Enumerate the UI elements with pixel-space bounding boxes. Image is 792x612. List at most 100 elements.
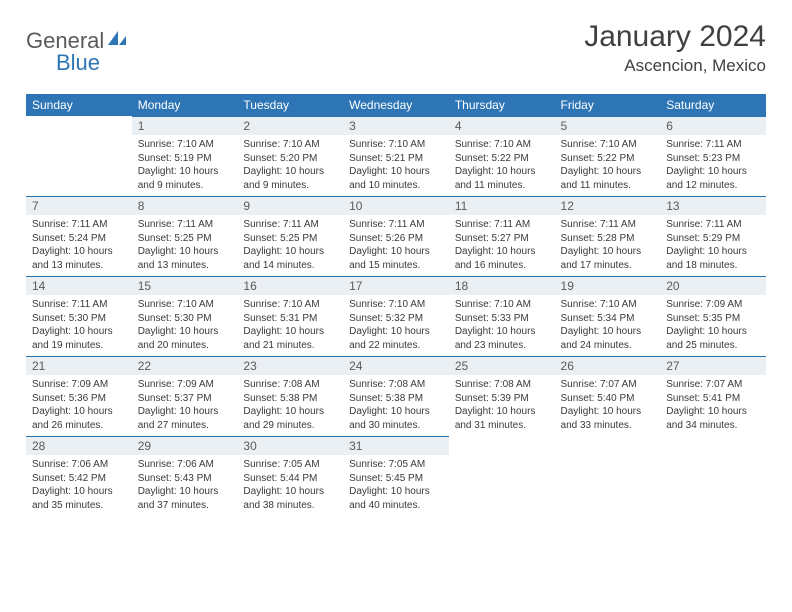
day-details: Sunrise: 7:11 AMSunset: 5:25 PMDaylight:… [132, 215, 238, 276]
sunrise-text: Sunrise: 7:09 AM [138, 378, 232, 392]
day-details: Sunrise: 7:10 AMSunset: 5:33 PMDaylight:… [449, 295, 555, 356]
sunset-text: Sunset: 5:38 PM [349, 392, 443, 406]
day-details: Sunrise: 7:11 AMSunset: 5:27 PMDaylight:… [449, 215, 555, 276]
sunrise-text: Sunrise: 7:10 AM [243, 298, 337, 312]
sunrise-text: Sunrise: 7:06 AM [138, 458, 232, 472]
day-number: 30 [237, 436, 343, 455]
daylight-text: Daylight: 10 hours and 9 minutes. [138, 165, 232, 192]
logo: General Blue [26, 28, 128, 76]
sunset-text: Sunset: 5:40 PM [561, 392, 655, 406]
calendar-cell [660, 436, 766, 516]
day-number: 3 [343, 116, 449, 135]
calendar-cell: 27Sunrise: 7:07 AMSunset: 5:41 PMDayligh… [660, 356, 766, 436]
sunrise-text: Sunrise: 7:11 AM [32, 298, 126, 312]
sunrise-text: Sunrise: 7:10 AM [561, 298, 655, 312]
calendar-body: 1Sunrise: 7:10 AMSunset: 5:19 PMDaylight… [26, 116, 766, 516]
calendar-cell: 14Sunrise: 7:11 AMSunset: 5:30 PMDayligh… [26, 276, 132, 356]
sunset-text: Sunset: 5:45 PM [349, 472, 443, 486]
calendar-table: SundayMondayTuesdayWednesdayThursdayFrid… [26, 94, 766, 516]
sunset-text: Sunset: 5:23 PM [666, 152, 760, 166]
daylight-text: Daylight: 10 hours and 20 minutes. [138, 325, 232, 352]
sunset-text: Sunset: 5:29 PM [666, 232, 760, 246]
day-details: Sunrise: 7:08 AMSunset: 5:38 PMDaylight:… [237, 375, 343, 436]
daylight-text: Daylight: 10 hours and 30 minutes. [349, 405, 443, 432]
sunset-text: Sunset: 5:35 PM [666, 312, 760, 326]
day-number: 7 [26, 196, 132, 215]
calendar-cell: 6Sunrise: 7:11 AMSunset: 5:23 PMDaylight… [660, 116, 766, 196]
calendar-cell: 3Sunrise: 7:10 AMSunset: 5:21 PMDaylight… [343, 116, 449, 196]
sunrise-text: Sunrise: 7:10 AM [138, 298, 232, 312]
daylight-text: Daylight: 10 hours and 21 minutes. [243, 325, 337, 352]
sunrise-text: Sunrise: 7:11 AM [138, 218, 232, 232]
calendar-cell: 28Sunrise: 7:06 AMSunset: 5:42 PMDayligh… [26, 436, 132, 516]
day-number: 9 [237, 196, 343, 215]
daylight-text: Daylight: 10 hours and 15 minutes. [349, 245, 443, 272]
sunset-text: Sunset: 5:33 PM [455, 312, 549, 326]
sunrise-text: Sunrise: 7:11 AM [32, 218, 126, 232]
sunset-text: Sunset: 5:31 PM [243, 312, 337, 326]
weekday-header: Saturday [660, 94, 766, 116]
day-number: 24 [343, 356, 449, 375]
day-details: Sunrise: 7:10 AMSunset: 5:20 PMDaylight:… [237, 135, 343, 196]
page-title: January 2024 [584, 20, 766, 54]
sunrise-text: Sunrise: 7:06 AM [32, 458, 126, 472]
daylight-text: Daylight: 10 hours and 33 minutes. [561, 405, 655, 432]
daylight-text: Daylight: 10 hours and 40 minutes. [349, 485, 443, 512]
daylight-text: Daylight: 10 hours and 17 minutes. [561, 245, 655, 272]
daylight-text: Daylight: 10 hours and 38 minutes. [243, 485, 337, 512]
sunset-text: Sunset: 5:26 PM [349, 232, 443, 246]
daylight-text: Daylight: 10 hours and 13 minutes. [32, 245, 126, 272]
daylight-text: Daylight: 10 hours and 11 minutes. [561, 165, 655, 192]
calendar-cell [555, 436, 661, 516]
sunset-text: Sunset: 5:36 PM [32, 392, 126, 406]
daylight-text: Daylight: 10 hours and 10 minutes. [349, 165, 443, 192]
day-details: Sunrise: 7:10 AMSunset: 5:31 PMDaylight:… [237, 295, 343, 356]
sunset-text: Sunset: 5:28 PM [561, 232, 655, 246]
calendar-cell: 9Sunrise: 7:11 AMSunset: 5:25 PMDaylight… [237, 196, 343, 276]
page-subtitle: Ascencion, Mexico [584, 56, 766, 76]
daylight-text: Daylight: 10 hours and 12 minutes. [666, 165, 760, 192]
day-number: 17 [343, 276, 449, 295]
weekday-header: Sunday [26, 94, 132, 116]
calendar-cell [26, 116, 132, 196]
weekday-header: Monday [132, 94, 238, 116]
calendar-cell: 22Sunrise: 7:09 AMSunset: 5:37 PMDayligh… [132, 356, 238, 436]
sunset-text: Sunset: 5:19 PM [138, 152, 232, 166]
calendar-cell: 2Sunrise: 7:10 AMSunset: 5:20 PMDaylight… [237, 116, 343, 196]
calendar-cell: 20Sunrise: 7:09 AMSunset: 5:35 PMDayligh… [660, 276, 766, 356]
day-details: Sunrise: 7:05 AMSunset: 5:45 PMDaylight:… [343, 455, 449, 516]
day-number: 2 [237, 116, 343, 135]
sunrise-text: Sunrise: 7:10 AM [243, 138, 337, 152]
sunrise-text: Sunrise: 7:10 AM [138, 138, 232, 152]
sunrise-text: Sunrise: 7:09 AM [666, 298, 760, 312]
sunrise-text: Sunrise: 7:10 AM [349, 298, 443, 312]
sunrise-text: Sunrise: 7:11 AM [561, 218, 655, 232]
sunset-text: Sunset: 5:30 PM [32, 312, 126, 326]
day-details: Sunrise: 7:10 AMSunset: 5:21 PMDaylight:… [343, 135, 449, 196]
day-details: Sunrise: 7:06 AMSunset: 5:43 PMDaylight:… [132, 455, 238, 516]
calendar-cell: 13Sunrise: 7:11 AMSunset: 5:29 PMDayligh… [660, 196, 766, 276]
sunset-text: Sunset: 5:21 PM [349, 152, 443, 166]
daylight-text: Daylight: 10 hours and 27 minutes. [138, 405, 232, 432]
sunrise-text: Sunrise: 7:10 AM [561, 138, 655, 152]
sunset-text: Sunset: 5:44 PM [243, 472, 337, 486]
day-details: Sunrise: 7:10 AMSunset: 5:34 PMDaylight:… [555, 295, 661, 356]
day-details: Sunrise: 7:11 AMSunset: 5:24 PMDaylight:… [26, 215, 132, 276]
daylight-text: Daylight: 10 hours and 34 minutes. [666, 405, 760, 432]
day-number: 22 [132, 356, 238, 375]
sunrise-text: Sunrise: 7:07 AM [561, 378, 655, 392]
sunrise-text: Sunrise: 7:08 AM [455, 378, 549, 392]
day-details: Sunrise: 7:11 AMSunset: 5:23 PMDaylight:… [660, 135, 766, 196]
day-number: 10 [343, 196, 449, 215]
sunset-text: Sunset: 5:34 PM [561, 312, 655, 326]
daylight-text: Daylight: 10 hours and 29 minutes. [243, 405, 337, 432]
calendar-cell: 26Sunrise: 7:07 AMSunset: 5:40 PMDayligh… [555, 356, 661, 436]
daylight-text: Daylight: 10 hours and 35 minutes. [32, 485, 126, 512]
sunrise-text: Sunrise: 7:11 AM [455, 218, 549, 232]
calendar-cell: 15Sunrise: 7:10 AMSunset: 5:30 PMDayligh… [132, 276, 238, 356]
day-number: 29 [132, 436, 238, 455]
day-number: 8 [132, 196, 238, 215]
daylight-text: Daylight: 10 hours and 26 minutes. [32, 405, 126, 432]
calendar-cell [449, 436, 555, 516]
day-details: Sunrise: 7:05 AMSunset: 5:44 PMDaylight:… [237, 455, 343, 516]
